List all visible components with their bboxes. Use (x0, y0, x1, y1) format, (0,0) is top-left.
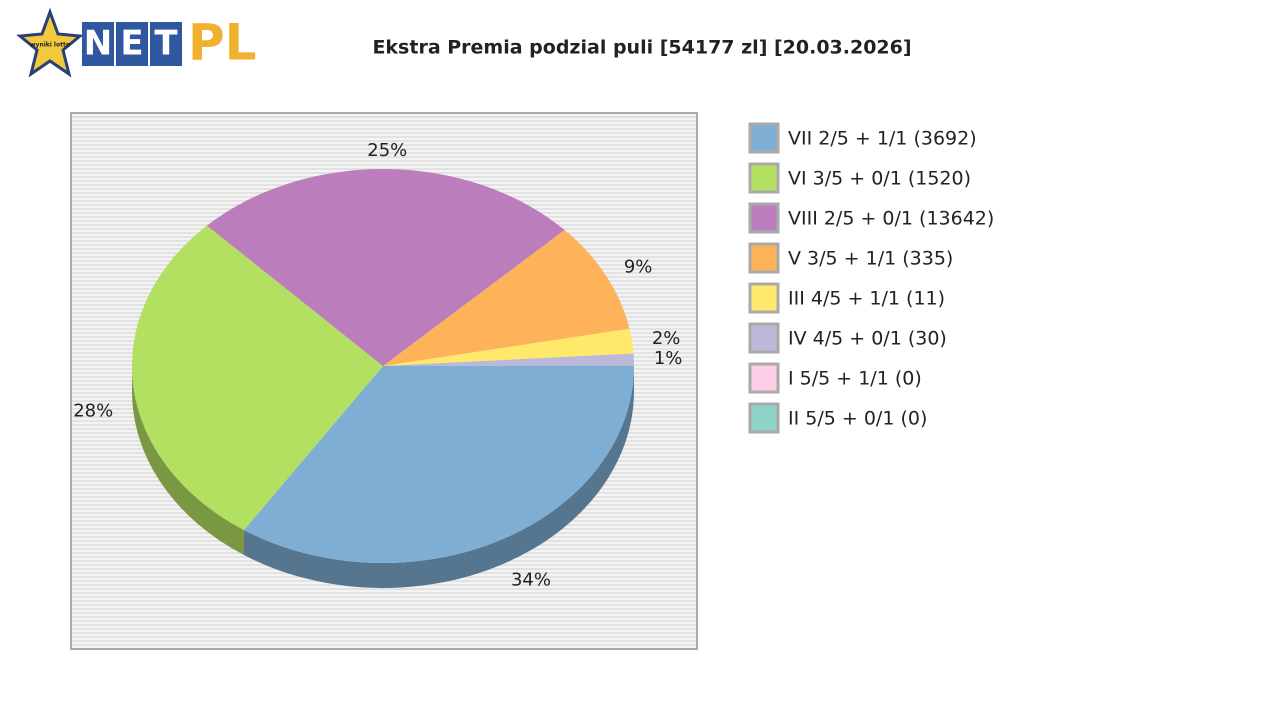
legend-swatch (748, 202, 780, 234)
logo-box (150, 22, 182, 66)
legend-swatch (748, 322, 780, 354)
legend-label: III 4/5 + 1/1 (11) (788, 288, 945, 310)
legend-swatch (748, 402, 780, 434)
logo-suffix: PL (188, 14, 257, 72)
legend-label: VIII 2/5 + 0/1 (13642) (788, 208, 994, 230)
data-label: 34% (511, 570, 551, 591)
legend-swatch (748, 242, 780, 274)
legend-swatch (748, 122, 780, 154)
pie-slice-side (132, 366, 244, 556)
pie-slice (206, 168, 565, 366)
logo-box (116, 22, 148, 66)
pie-slice (132, 225, 383, 531)
data-label: 9% (624, 256, 653, 277)
legend-label: II 5/5 + 0/1 (0) (788, 408, 927, 430)
pie-slice (243, 366, 634, 563)
data-label: 1% (654, 348, 683, 369)
legend-label: IV 4/5 + 0/1 (30) (788, 328, 947, 350)
data-label: 25% (367, 140, 407, 161)
logo-letter: N (84, 24, 112, 64)
legend-label: VII 2/5 + 1/1 (3692) (788, 128, 977, 150)
pie-slice (383, 230, 630, 366)
data-label: 28% (73, 400, 113, 421)
legend-swatch (748, 362, 780, 394)
logo-letter: T (154, 24, 178, 64)
pie-slice (383, 328, 634, 366)
logo-badge: wyniki lotto (30, 42, 70, 49)
logo-star (16, 7, 84, 78)
logo-box (82, 22, 114, 66)
data-label: 2% (652, 328, 681, 349)
logo-letter: E (120, 24, 143, 64)
legend-label: I 5/5 + 1/1 (0) (788, 368, 922, 390)
legend-swatch (748, 282, 780, 314)
legend-label: VI 3/5 + 0/1 (1520) (788, 168, 971, 190)
legend-swatch (748, 162, 780, 194)
legend-label: V 3/5 + 1/1 (335) (788, 248, 953, 270)
pie-slice (383, 353, 634, 366)
chart-title: Ekstra Premia podzial puli [54177 zl] [2… (372, 37, 911, 59)
pie-slice-side (243, 366, 634, 588)
logo: wyniki lotto N E T PL (16, 7, 257, 78)
